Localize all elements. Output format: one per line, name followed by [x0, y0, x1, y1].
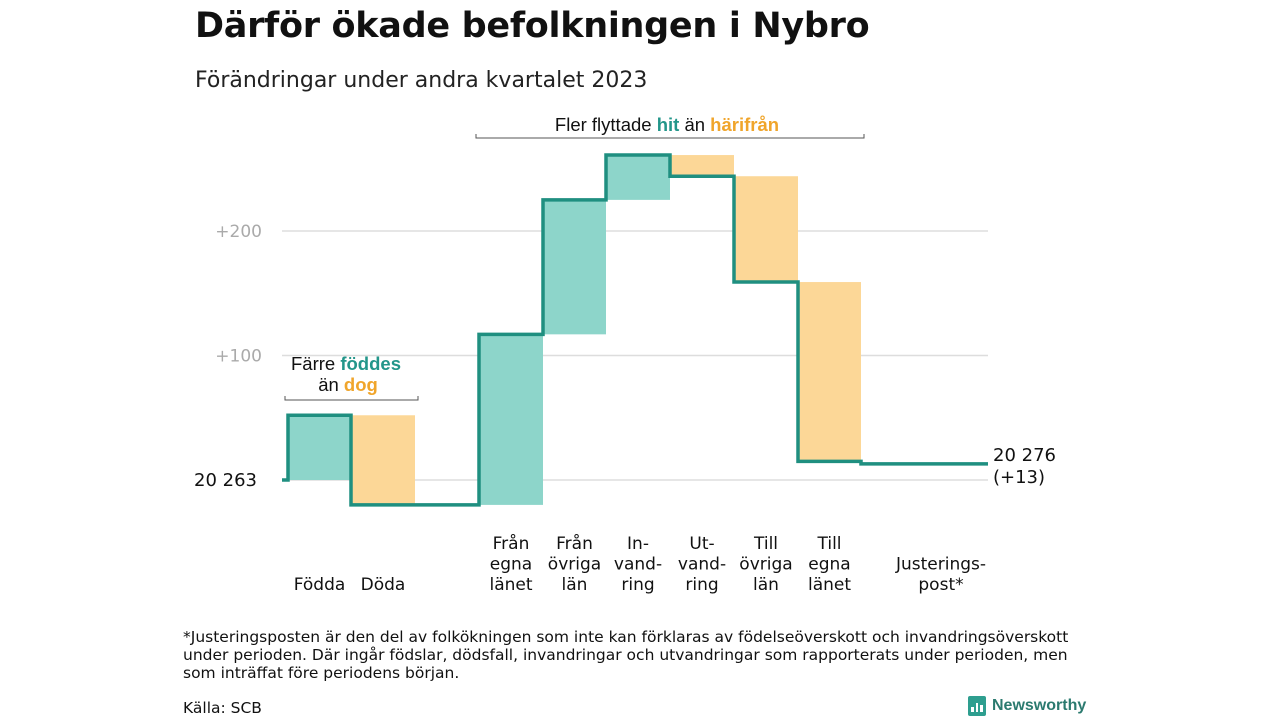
end-change-label: (+13): [993, 467, 1045, 488]
category-label: Justerings-: [895, 555, 986, 575]
footnote: *Justeringsposten är den del av folkökni…: [183, 628, 1069, 682]
bar-6: [734, 176, 798, 283]
bar-5: [670, 155, 734, 177]
category-label: Födda: [294, 575, 346, 595]
category-label: vand-: [678, 555, 726, 575]
bar-1: [351, 415, 415, 505]
bar-7: [798, 282, 861, 462]
brand-name: Newsworthy: [992, 697, 1087, 714]
category-label: Från: [493, 533, 530, 554]
category-label: Från: [556, 533, 593, 554]
births-bracket: [284, 396, 419, 401]
cumulative-step-line: [282, 153, 988, 507]
category-label: vand-: [614, 555, 662, 575]
births-annotation-line2: än dog: [318, 374, 378, 395]
births-annotation-line1: Färre föddes: [291, 353, 401, 374]
category-label: ring: [685, 575, 718, 595]
end-value-label: 20 276: [993, 445, 1056, 466]
bar-3: [543, 199, 606, 335]
bar-4: [606, 155, 670, 200]
category-label: länet: [489, 575, 532, 595]
migration-annotation: Fler flyttade hit än härifrån: [555, 114, 779, 135]
category-label: egna: [490, 555, 532, 575]
category-label: län: [753, 575, 779, 595]
brand-logo: Newsworthy: [968, 696, 1086, 716]
category-label: Till: [816, 534, 841, 554]
chart-title: Därför ökade befolkningen i Nybro: [195, 6, 870, 46]
newsworthy-logo-icon: [968, 696, 986, 716]
category-label: övriga: [548, 555, 601, 575]
source-note: Källa: SCB: [183, 699, 262, 717]
category-label: Till: [753, 534, 778, 554]
category-label: län: [562, 575, 588, 595]
bar-2: [479, 334, 543, 505]
bar-0: [288, 415, 351, 480]
category-label: Döda: [361, 575, 406, 595]
category-label: egna: [808, 555, 850, 575]
category-label: post*: [918, 575, 963, 595]
migration-bracket: [475, 134, 865, 139]
chart-subtitle: Förändringar under andra kvartalet 2023: [195, 68, 648, 93]
category-label: Ut-: [689, 534, 714, 554]
y-tick-label: +200: [215, 222, 262, 242]
start-value-label: 20 263: [194, 470, 257, 491]
category-label: övriga: [739, 555, 792, 575]
y-tick-label: +100: [215, 347, 262, 367]
category-label: ring: [621, 575, 654, 595]
category-label: länet: [808, 575, 851, 595]
category-label: In-: [627, 534, 649, 554]
